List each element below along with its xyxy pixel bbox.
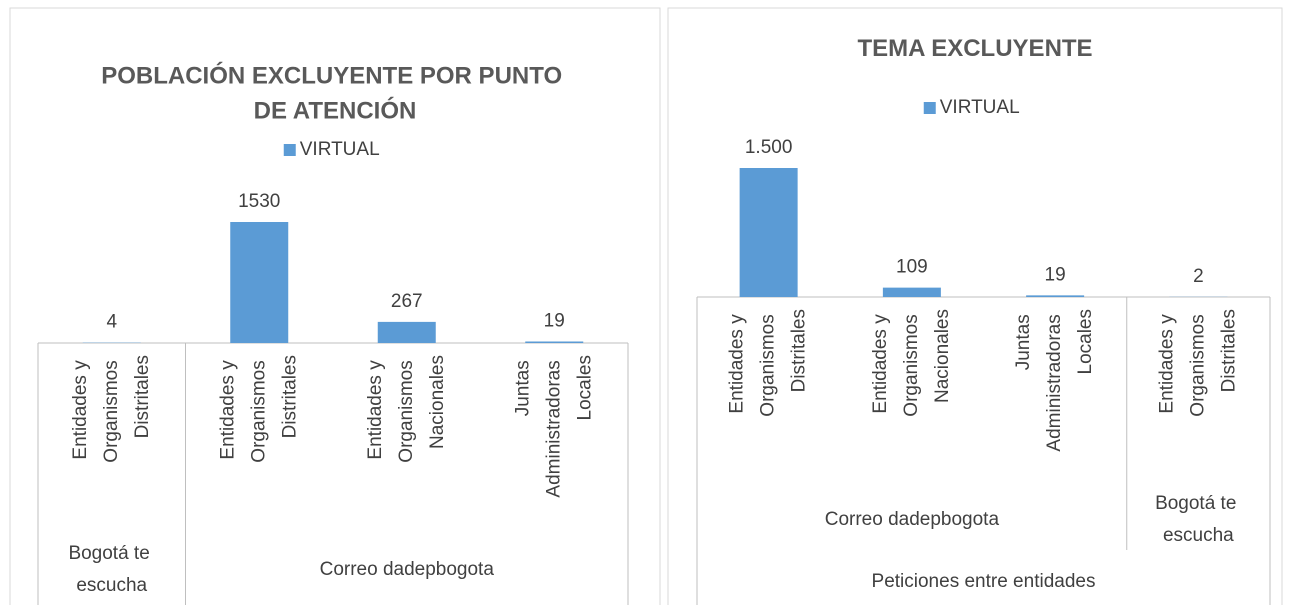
group-label: Bogotá te escucha bbox=[1155, 493, 1242, 546]
legend-label: VIRTUAL bbox=[300, 139, 380, 160]
chart-frame bbox=[9, 7, 661, 605]
bar bbox=[1026, 295, 1085, 297]
group-label: Bogotá te escucha bbox=[68, 543, 155, 596]
chart-frame bbox=[667, 7, 1283, 605]
bar bbox=[525, 341, 584, 343]
x-tick-label: Entidades y Organismos Distritales bbox=[1156, 309, 1239, 417]
data-label: 2 bbox=[1193, 266, 1204, 287]
chart-title: POBLACIÓN EXCLUYENTE POR PUNTO DE ATENCI… bbox=[101, 62, 569, 125]
bar bbox=[739, 168, 798, 297]
x-tick-label: Entidades y Organismos Distritales bbox=[70, 355, 153, 463]
x-tick-label: Entidades y Organismos Nacionales bbox=[870, 309, 953, 417]
data-label: 1.500 bbox=[745, 137, 793, 158]
group-label: Correo dadepbogota bbox=[320, 559, 495, 580]
x-tick-label: Entidades y Organismos Distritales bbox=[727, 309, 810, 417]
legend-label: VIRTUAL bbox=[940, 97, 1020, 118]
data-label: 267 bbox=[391, 291, 423, 312]
bar bbox=[882, 287, 941, 297]
legend-swatch bbox=[923, 102, 936, 114]
outer-group-label: Peticiones entre entidades bbox=[872, 571, 1096, 592]
bar bbox=[377, 321, 436, 343]
data-label: 1530 bbox=[238, 191, 280, 212]
x-tick-label: Entidades y Organismos Distritales bbox=[217, 355, 300, 463]
x-tick-label: Juntas Administradoras Locales bbox=[512, 355, 595, 498]
data-label: 19 bbox=[1045, 264, 1066, 285]
bar bbox=[230, 222, 289, 343]
data-label: 109 bbox=[896, 257, 928, 278]
legend-swatch bbox=[283, 144, 296, 156]
x-tick-label: Juntas Administradoras Locales bbox=[1013, 309, 1096, 452]
data-label: 19 bbox=[544, 311, 565, 332]
group-label: Correo dadepbogota bbox=[825, 509, 1000, 530]
chart-title: TEMA EXCLUYENTE bbox=[857, 35, 1092, 62]
data-label: 4 bbox=[106, 312, 117, 333]
x-tick-label: Entidades y Organismos Nacionales bbox=[365, 355, 448, 463]
